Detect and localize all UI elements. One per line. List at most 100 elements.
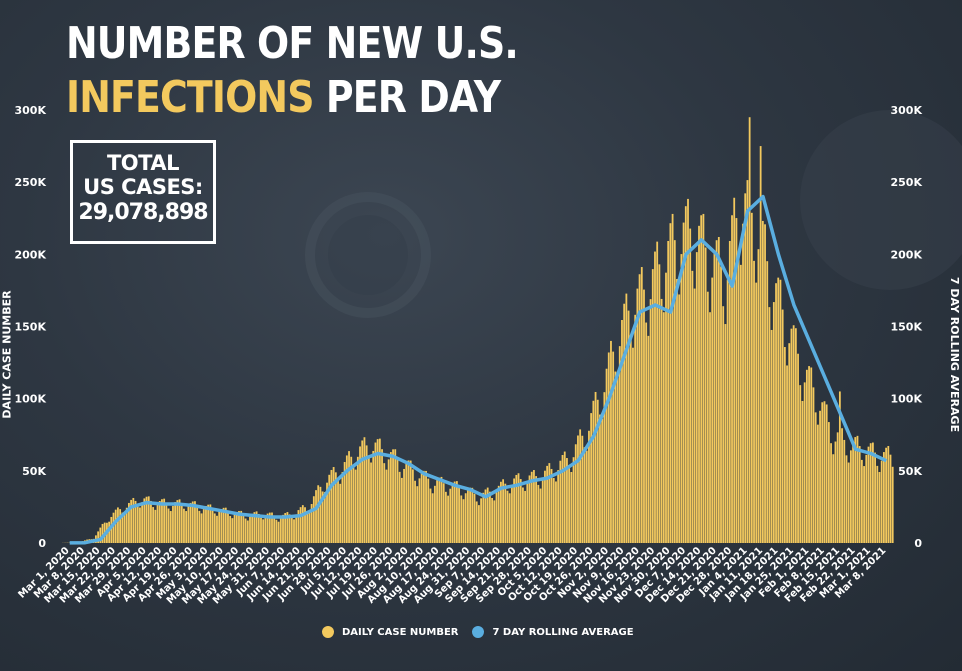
daily-bar — [768, 307, 771, 543]
daily-bar — [502, 479, 505, 543]
daily-bar — [788, 343, 791, 543]
daily-bar — [453, 481, 456, 543]
daily-bar — [647, 335, 650, 543]
daily-bar — [376, 439, 379, 543]
daily-bar — [682, 222, 685, 543]
daily-bar — [317, 485, 320, 543]
daily-bar — [500, 481, 502, 543]
daily-bar — [581, 435, 584, 543]
daily-bar — [706, 291, 709, 543]
daily-bar — [596, 399, 599, 543]
daily-bar — [220, 509, 223, 543]
daily-bar — [654, 251, 656, 544]
rolling-average-line — [69, 194, 888, 545]
daily-bar — [841, 428, 843, 543]
daily-bar — [359, 446, 361, 543]
legend-label-average: 7 DAY ROLLING AVERAGE — [492, 626, 634, 638]
daily-bar — [555, 481, 557, 543]
y-tick-right: 200K — [891, 248, 923, 261]
y-tick-right: 300K — [891, 104, 923, 117]
daily-bar — [524, 490, 527, 543]
daily-bar — [876, 465, 879, 543]
daily-bar — [385, 469, 388, 543]
daily-bar — [216, 515, 218, 543]
daily-bar — [799, 385, 802, 543]
daily-bar — [640, 267, 643, 543]
daily-bar — [827, 422, 830, 543]
daily-bar — [198, 510, 201, 543]
daily-bar — [255, 511, 258, 543]
daily-bar — [411, 469, 414, 543]
daily-bar — [786, 365, 788, 543]
daily-bar — [169, 511, 172, 543]
y-tick-right: 50K — [898, 465, 922, 478]
daily-bar — [777, 277, 780, 543]
daily-bar — [161, 499, 163, 543]
daily-bar — [438, 477, 441, 543]
daily-bar — [493, 500, 496, 543]
daily-bar — [299, 507, 302, 543]
daily-bar — [436, 480, 438, 543]
legend: DAILY CASE NUMBER 7 DAY ROLLING AVERAGE — [322, 626, 648, 638]
daily-bar — [693, 288, 696, 543]
daily-bar — [577, 435, 579, 543]
daily-bar — [497, 485, 500, 543]
daily-bar — [563, 451, 566, 543]
daily-bar — [121, 512, 124, 543]
daily-bar — [726, 279, 729, 543]
daily-bar — [253, 512, 256, 543]
daily-bar — [330, 469, 333, 543]
daily-bar — [297, 510, 300, 543]
daily-bar — [882, 452, 885, 543]
daily-bar — [323, 492, 326, 543]
daily-bar — [233, 514, 236, 543]
legend-dot-daily — [322, 626, 334, 638]
daily-bar — [535, 476, 538, 543]
daily-bar — [843, 439, 846, 543]
title-highlight: INFECTIONS — [66, 72, 314, 123]
daily-bar — [180, 503, 183, 543]
daily-bar — [284, 513, 287, 543]
daily-bar — [99, 527, 102, 543]
daily-bar — [365, 445, 368, 543]
daily-bar — [891, 466, 894, 543]
daily-bar — [222, 507, 225, 543]
daily-bar — [249, 516, 251, 543]
daily-bar — [887, 446, 890, 543]
daily-bar — [676, 278, 678, 543]
daily-bar — [187, 506, 190, 543]
daily-bar — [473, 493, 476, 543]
daily-bar — [511, 485, 513, 543]
daily-bar — [572, 457, 575, 543]
daily-bar — [678, 294, 681, 543]
daily-bar — [588, 430, 590, 543]
daily-bar — [816, 424, 819, 543]
daily-bar — [130, 499, 133, 543]
daily-bar — [634, 314, 637, 543]
daily-bar — [667, 240, 670, 544]
daily-bar — [229, 515, 232, 543]
daily-bar — [517, 473, 520, 543]
daily-bar — [451, 483, 454, 543]
daily-bar — [761, 220, 764, 543]
daily-bar — [405, 462, 408, 543]
y-axis-label-left: DAILY CASE NUMBER — [0, 290, 14, 419]
daily-bar — [354, 469, 357, 543]
daily-bar — [264, 515, 267, 543]
daily-bar — [398, 471, 401, 543]
daily-bar — [482, 492, 485, 543]
daily-bar — [134, 500, 137, 543]
legend-dot-average — [472, 626, 485, 638]
daily-bar — [832, 454, 835, 543]
daily-bar — [559, 460, 562, 543]
daily-bar — [152, 507, 155, 543]
daily-bar — [700, 215, 703, 543]
daily-bar — [310, 504, 313, 543]
y-tick-right: 100K — [891, 393, 923, 406]
daily-bar — [433, 485, 436, 543]
daily-bar — [823, 401, 826, 543]
daily-bar — [821, 402, 824, 543]
daily-bar — [548, 463, 551, 543]
daily-bar — [537, 484, 540, 543]
